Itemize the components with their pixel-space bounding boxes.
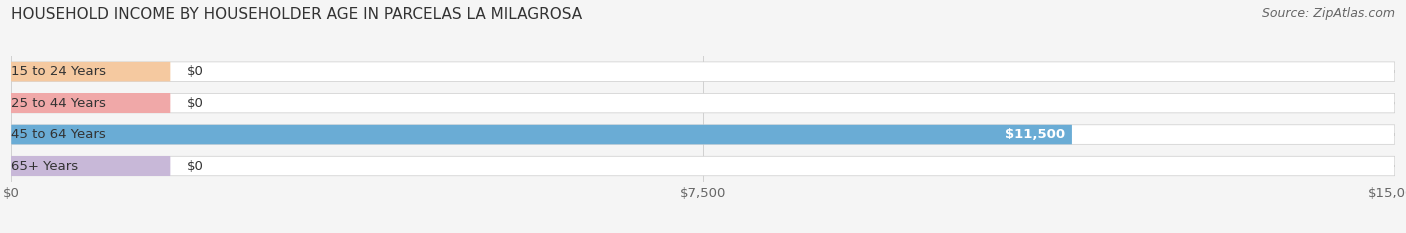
Text: $0: $0 [187, 65, 204, 78]
Text: 15 to 24 Years: 15 to 24 Years [11, 65, 107, 78]
Text: $0: $0 [187, 97, 204, 110]
FancyBboxPatch shape [11, 62, 170, 81]
Text: 45 to 64 Years: 45 to 64 Years [11, 128, 105, 141]
FancyBboxPatch shape [11, 156, 1395, 176]
FancyBboxPatch shape [11, 93, 170, 113]
FancyBboxPatch shape [11, 62, 170, 81]
Text: 25 to 44 Years: 25 to 44 Years [11, 97, 107, 110]
FancyBboxPatch shape [11, 62, 1395, 81]
Text: Source: ZipAtlas.com: Source: ZipAtlas.com [1261, 7, 1395, 20]
FancyBboxPatch shape [11, 156, 170, 176]
Text: $11,500: $11,500 [1005, 128, 1064, 141]
FancyBboxPatch shape [11, 156, 170, 176]
Text: HOUSEHOLD INCOME BY HOUSEHOLDER AGE IN PARCELAS LA MILAGROSA: HOUSEHOLD INCOME BY HOUSEHOLDER AGE IN P… [11, 7, 582, 22]
Text: $0: $0 [187, 160, 204, 172]
Text: 65+ Years: 65+ Years [11, 160, 79, 172]
FancyBboxPatch shape [11, 125, 1071, 144]
FancyBboxPatch shape [11, 125, 1395, 144]
FancyBboxPatch shape [11, 93, 170, 113]
FancyBboxPatch shape [11, 93, 1395, 113]
